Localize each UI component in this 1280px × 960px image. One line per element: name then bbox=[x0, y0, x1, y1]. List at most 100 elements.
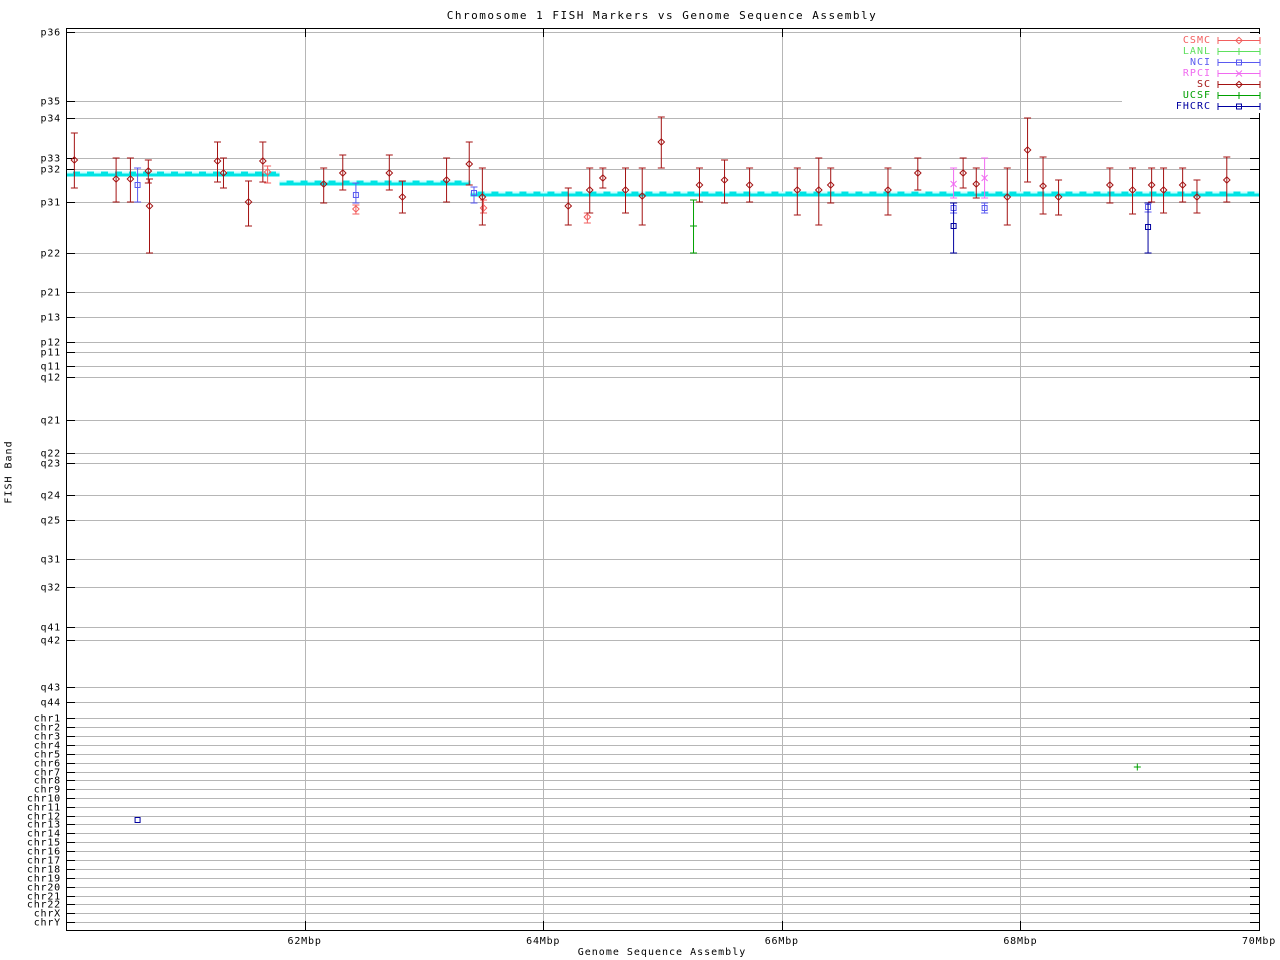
point-sc bbox=[258, 141, 267, 183]
chart-title: Chromosome 1 FISH Markers vs Genome Sequ… bbox=[446, 9, 878, 22]
point-sc bbox=[319, 167, 328, 204]
point-sc bbox=[1105, 167, 1114, 204]
legend-entry-sc: SC bbox=[1122, 79, 1262, 90]
point-nci bbox=[134, 167, 142, 203]
point-sc bbox=[1178, 167, 1187, 203]
band-label: chr2 bbox=[34, 723, 61, 734]
legend-entry-nci: NCI bbox=[1122, 57, 1262, 68]
point-sc bbox=[442, 157, 451, 203]
point-sc bbox=[793, 167, 802, 216]
legend-sample-x-icon bbox=[1217, 70, 1261, 77]
band-label: chr22 bbox=[27, 900, 61, 911]
vertical-gridlines bbox=[305, 28, 1260, 930]
legend-entry-rpci: RPCI bbox=[1122, 68, 1262, 79]
legend-sample-diamond-icon bbox=[1217, 80, 1261, 89]
point-sc bbox=[884, 167, 892, 216]
point-ucsf bbox=[1133, 763, 1141, 771]
band-label: p21 bbox=[41, 288, 61, 299]
series-fhcrc bbox=[134, 202, 1152, 823]
point-sc bbox=[385, 154, 394, 191]
point-sc bbox=[478, 167, 487, 226]
x-tick-labels: 62Mbp 64Mbp 66Mbp 68Mbp 70Mbp bbox=[288, 936, 1276, 947]
legend-label: FHCRC bbox=[1175, 100, 1211, 112]
point-nci bbox=[470, 186, 478, 204]
point-sc bbox=[145, 178, 154, 254]
point-ucsf bbox=[690, 199, 698, 254]
band-label: chr4 bbox=[34, 741, 61, 752]
series-rpci bbox=[950, 157, 989, 199]
point-sc bbox=[213, 141, 222, 183]
band-label: q31 bbox=[41, 555, 61, 566]
band-label: chr14 bbox=[27, 829, 61, 840]
point-sc bbox=[720, 159, 729, 204]
x-tick-label: 66Mbp bbox=[765, 936, 799, 947]
point-sc bbox=[1023, 117, 1032, 183]
band-label: q21 bbox=[41, 416, 61, 427]
band-label: p22 bbox=[41, 249, 61, 260]
legend-entry-csmc: CSMC bbox=[1122, 35, 1262, 46]
band-label: p13 bbox=[41, 313, 61, 324]
band-label: chr13 bbox=[27, 820, 61, 831]
legend-label: UCSF bbox=[1182, 89, 1211, 101]
point-sc bbox=[959, 157, 968, 189]
point-sc bbox=[70, 132, 79, 189]
point-sc bbox=[1147, 167, 1156, 203]
band-label: chr20 bbox=[27, 883, 61, 894]
point-sc bbox=[814, 157, 823, 226]
point-csmc bbox=[583, 212, 592, 224]
point-sc bbox=[826, 167, 835, 204]
band-label: q42 bbox=[41, 636, 61, 647]
point-nci bbox=[352, 182, 360, 204]
point-sc bbox=[112, 157, 121, 203]
series-ucsf bbox=[690, 199, 1141, 771]
legend-label: NCI bbox=[1189, 56, 1211, 68]
band-label: chr6 bbox=[34, 759, 61, 770]
band-label: p32 bbox=[41, 165, 61, 176]
x-tick-label: 62Mbp bbox=[288, 936, 322, 947]
assembly-band-line bbox=[66, 171, 1259, 197]
band-label: p31 bbox=[41, 198, 61, 209]
point-sc bbox=[1128, 167, 1137, 215]
x-tick-label: 68Mbp bbox=[1003, 936, 1037, 947]
band-label: chrX bbox=[34, 909, 61, 920]
point-sc bbox=[745, 167, 754, 203]
point-rpci bbox=[981, 157, 989, 199]
point-rpci bbox=[950, 167, 958, 199]
band-label: q12 bbox=[41, 373, 61, 384]
horizontal-gridlines bbox=[66, 32, 1259, 923]
x-tick-label: 70Mbp bbox=[1242, 936, 1276, 947]
legend-label: CSMC bbox=[1182, 34, 1211, 46]
point-sc bbox=[144, 159, 153, 184]
legend-sample-plus-icon bbox=[1217, 48, 1261, 55]
legend-entry-ucsf: UCSF bbox=[1122, 90, 1262, 101]
band-label: chr10 bbox=[27, 794, 61, 805]
point-sc bbox=[1003, 167, 1012, 226]
point-sc bbox=[585, 167, 594, 214]
point-fhcrc bbox=[1144, 202, 1152, 254]
band-label: p35 bbox=[41, 97, 61, 108]
point-sc bbox=[657, 116, 666, 169]
band-label: q24 bbox=[41, 491, 61, 502]
band-label: chr12 bbox=[27, 812, 61, 823]
point-sc bbox=[598, 167, 607, 189]
band-label: chr3 bbox=[34, 732, 61, 743]
point-csmc bbox=[263, 165, 272, 184]
band-label: chr15 bbox=[27, 838, 61, 849]
band-label: q43 bbox=[41, 683, 61, 694]
point-sc bbox=[564, 187, 573, 226]
point-sc bbox=[695, 167, 704, 203]
plot-border bbox=[66, 28, 1260, 931]
legend-entry-fhcrc: FHCRC bbox=[1122, 101, 1262, 112]
series-nci bbox=[134, 167, 1152, 214]
legend-label: LANL bbox=[1182, 45, 1211, 57]
x-tick-label: 64Mbp bbox=[526, 936, 560, 947]
band-label: chrY bbox=[34, 918, 61, 929]
x-axis-title: Genome Sequence Assembly bbox=[577, 947, 747, 958]
legend-label: RPCI bbox=[1182, 67, 1211, 79]
band-label: p34 bbox=[41, 114, 61, 125]
point-sc bbox=[1039, 156, 1047, 215]
band-label: p36 bbox=[41, 28, 61, 39]
band-label: q11 bbox=[41, 362, 61, 373]
